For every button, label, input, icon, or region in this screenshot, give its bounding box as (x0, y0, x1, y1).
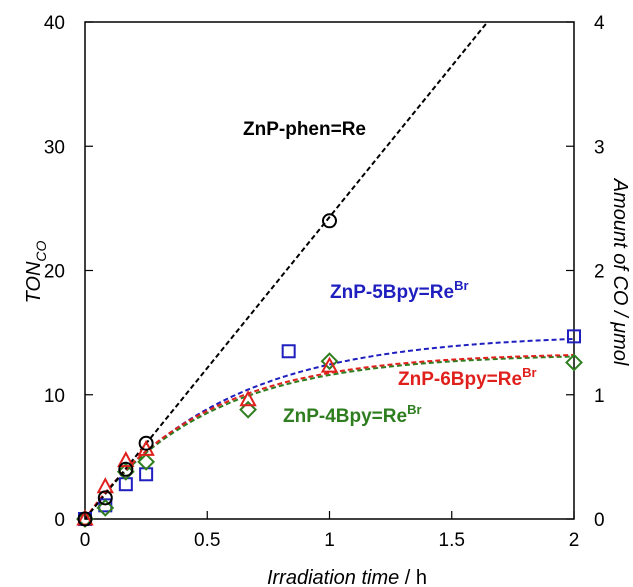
data-point (77, 511, 93, 527)
y-axis-title: TONCO (23, 240, 49, 303)
y-tick-label: 40 (44, 13, 65, 34)
y-tick-label: 0 (54, 510, 65, 531)
y2-axis-title: Amount of CO / μmol (609, 178, 631, 366)
y2-tick-label: 0 (594, 510, 605, 531)
series-label: ZnP-6Bpy=ReBr (398, 365, 537, 390)
x-tick-label: 1.5 (439, 530, 465, 551)
data-point (567, 329, 581, 344)
data-point (239, 390, 257, 407)
y2-tick-label: 3 (594, 137, 605, 158)
x-tick-label: 1 (324, 530, 335, 551)
data-point (118, 461, 134, 477)
data-point (281, 344, 296, 359)
series-label: ZnP-5Bpy=ReBr (330, 278, 469, 303)
fit-line (85, 354, 574, 519)
data-markers (76, 213, 583, 528)
y2-tick-label: 4 (594, 13, 605, 34)
x-tick-label: 2 (569, 530, 580, 551)
y-tick-label: 10 (44, 386, 65, 407)
data-point (116, 462, 135, 481)
data-point (97, 490, 113, 506)
data-point (322, 213, 337, 229)
x-tick-label: 0 (80, 530, 91, 551)
fit-lines (85, 22, 574, 519)
data-point (96, 498, 115, 517)
y2-tick-label: 1 (594, 386, 605, 407)
fit-line (85, 22, 489, 519)
fit-line (85, 337, 574, 519)
data-point (320, 356, 339, 373)
y-tick-label: 20 (44, 262, 65, 283)
y-tick-label: 30 (44, 137, 65, 158)
x-tick-label: 0.5 (194, 530, 220, 551)
series-labels: ZnP-phen=Re ZnP-5Bpy=ReBr ZnP-6Bpy=ReBr ZnP… (243, 119, 537, 427)
plot-frame (84, 21, 575, 520)
x-axis-title: Irradiation time / h (267, 567, 427, 587)
data-point (239, 400, 257, 419)
fit-line (85, 355, 574, 519)
series-label: ZnP-4Bpy=ReBr (283, 402, 422, 427)
data-point (117, 450, 135, 468)
data-point (320, 352, 339, 371)
series-label: ZnP-phen=Re (243, 119, 366, 140)
y2-tick-label: 2 (594, 262, 605, 283)
data-point (565, 353, 583, 372)
data-point (138, 435, 154, 451)
data-point (137, 452, 156, 471)
